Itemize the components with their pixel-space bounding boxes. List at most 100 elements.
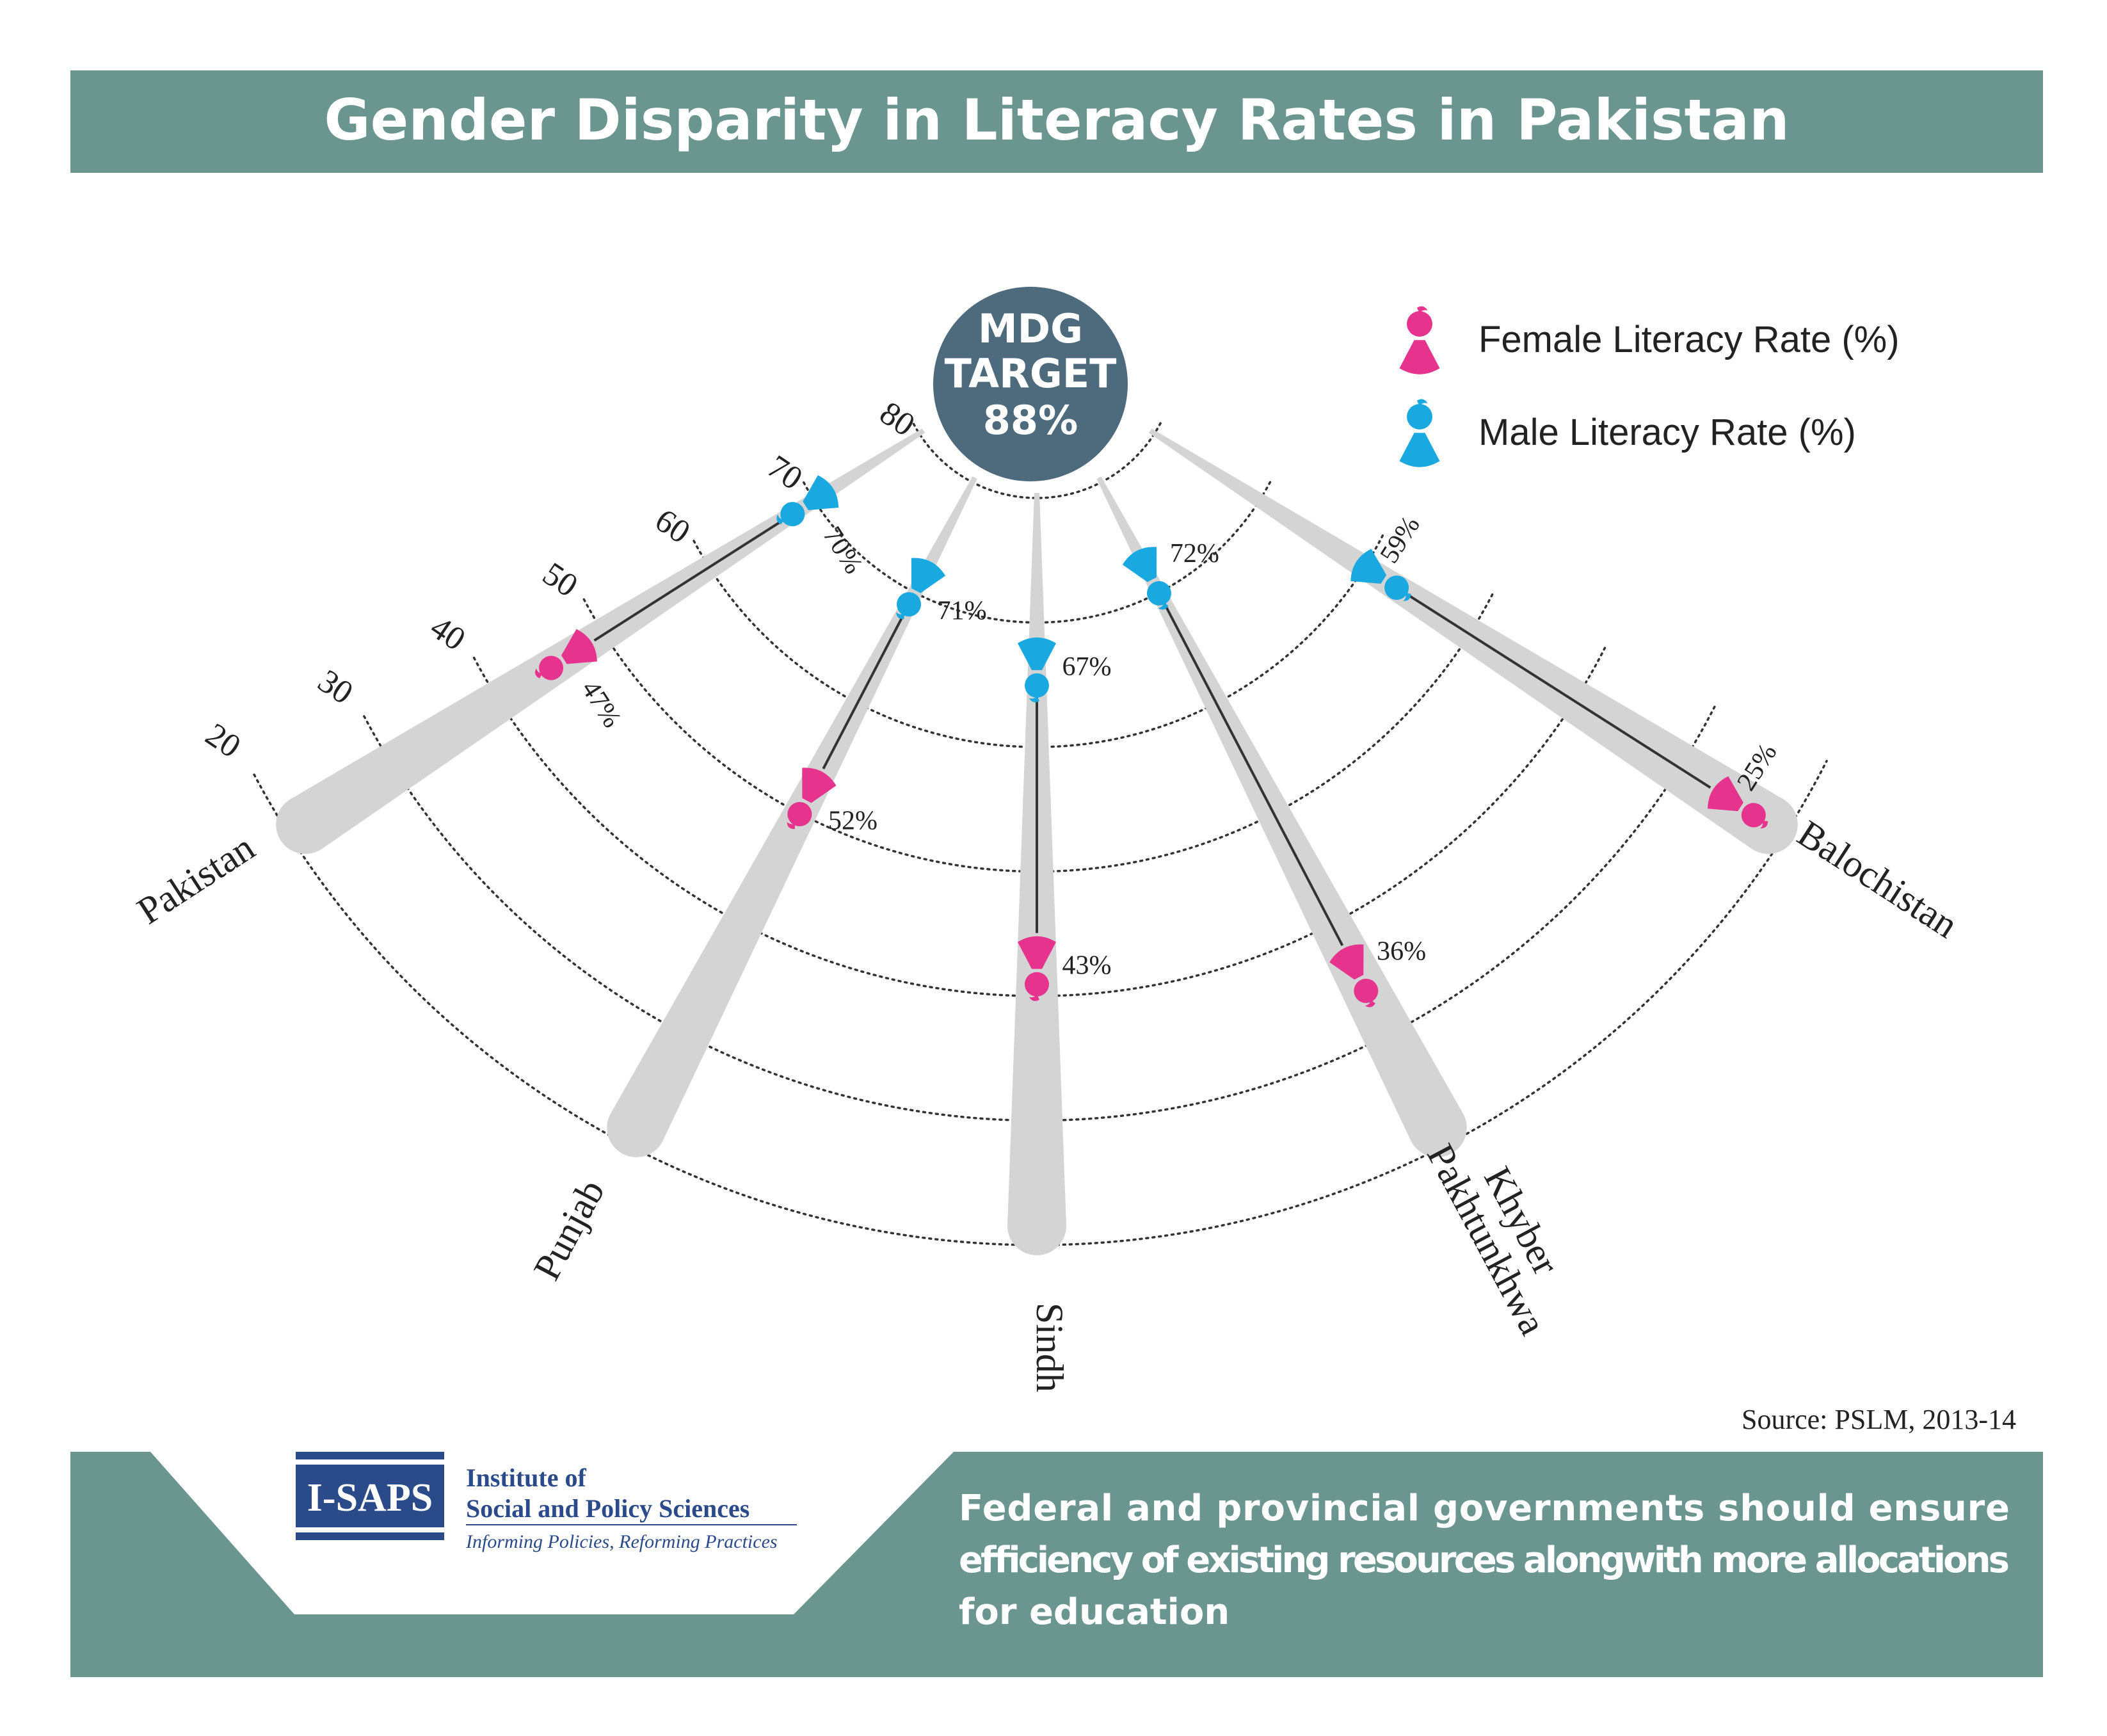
source-note: Source: PSLM, 2013-14 (1742, 1404, 2016, 1435)
mdg-circle (933, 287, 1128, 481)
ring-arc-40 (472, 647, 1606, 997)
ring-tick-label: 60 (648, 502, 696, 551)
logo-acronym: I-SAPS (307, 1476, 433, 1520)
message-line3: for education (959, 1591, 1230, 1633)
spoke-bar-end (1007, 1196, 1066, 1255)
gender-gap-line (1160, 598, 1344, 946)
female-marker-icon-head (787, 801, 812, 826)
region-name-line: Balochistan (1790, 812, 1966, 947)
spoke-bar (289, 428, 925, 849)
male-marker-icon-hair (896, 612, 904, 620)
male-marker-icon-hair (1029, 695, 1039, 703)
region-name-label: Balochistan (1790, 812, 1966, 947)
female-marker-icon-head (1025, 972, 1049, 997)
male-marker-icon-hair (1158, 602, 1169, 610)
logo-name-line1: Institute of (466, 1463, 586, 1492)
female-marker-icon-head (1354, 978, 1379, 1003)
female-marker-icon-body (561, 629, 597, 664)
female-value-label: 47% (575, 675, 627, 733)
female-marker-icon-head (1741, 803, 1766, 828)
male-marker-icon-head (897, 592, 922, 617)
region-spoke-punjab: 71% 52% Punjab (525, 476, 987, 1287)
male-value-label: 70% (817, 522, 868, 579)
mdg-line1: MDG (978, 305, 1083, 352)
male-marker-icon (1122, 547, 1171, 610)
mdg-line2: TARGET (945, 350, 1117, 397)
page-title: Gender Disparity in Literacy Rates in Pa… (324, 87, 1789, 153)
spoke-bar (1096, 476, 1464, 1142)
legend-male-figure (1399, 399, 1440, 467)
region-spoke-balochistan: 59%25%Balochistan (1148, 428, 1966, 947)
legend-male-label: Male Literacy Rate (%) (1478, 412, 1856, 453)
female-marker-icon-body (1708, 776, 1743, 812)
male-value-label: 67% (1062, 652, 1112, 682)
ring-tick-label: 30 (312, 663, 360, 711)
logo-tagline: Informing Policies, Reforming Practices (465, 1531, 778, 1552)
female-marker-icon (1329, 944, 1379, 1008)
male-marker-icon-head (1384, 575, 1409, 600)
female-marker-icon-hair (1760, 820, 1768, 829)
message-line1: Federal and provincial governments shoul… (959, 1488, 2010, 1529)
region-spoke-khyber-pakhtunkhwa: 72% 36% KhyberPakhtunkhwa (1096, 476, 1589, 1342)
male-marker-icon-head (1146, 581, 1171, 606)
footer-banner: I-SAPS Institute of Social and Policy Sc… (70, 1452, 2043, 1677)
region-name-label: Sindh (1029, 1303, 1071, 1392)
region-name-label: Pakistan (130, 826, 262, 932)
male-marker-icon-body (1018, 637, 1056, 670)
message-line2: efficiency of existing resources alongwi… (959, 1539, 2010, 1581)
logo-box (296, 1465, 444, 1527)
radial-chart: 2030405060708070%47%Pakistan71%52%Punjab… (130, 395, 1966, 1392)
female-marker-icon-hair (1365, 1000, 1375, 1008)
male-marker-icon (776, 475, 839, 527)
mdg-line3: 88% (983, 397, 1078, 444)
region-name-label: KhyberPakhtunkhwa (1419, 1118, 1589, 1341)
region-name-line: Punjab (525, 1173, 613, 1287)
gender-gap-line (822, 609, 908, 769)
female-marker-icon-head (539, 655, 564, 680)
male-marker-icon (896, 558, 946, 620)
male-marker-icon (1350, 549, 1411, 601)
male-value-label: 59% (1375, 511, 1426, 568)
title-banner (70, 70, 2043, 173)
legend-female-figure (1399, 306, 1440, 374)
male-marker-icon-body (911, 558, 946, 593)
female-marker-icon (787, 768, 837, 830)
female-value-label: 43% (1062, 951, 1112, 981)
gender-gap-line (1401, 590, 1711, 789)
male-marker-icon-body (1122, 547, 1157, 583)
logo-bottom-bar (296, 1532, 444, 1540)
female-marker-icon (535, 629, 597, 680)
legend-female-figure-hair (1416, 306, 1428, 314)
male-value-label: 72% (1170, 539, 1219, 568)
spoke-bar-end (1407, 1098, 1467, 1157)
male-marker-icon-hair (1403, 593, 1411, 601)
logo-name-line2: Social and Policy Sciences (466, 1494, 749, 1523)
male-marker-icon-hair (776, 514, 784, 525)
female-marker-icon-hair (1029, 994, 1039, 1001)
male-marker-icon-body (803, 475, 839, 510)
female-marker-icon-body (1329, 944, 1364, 980)
spoke-bar (1148, 428, 1784, 849)
legend-male-figure-body (1399, 433, 1440, 467)
spoke-bar-end (276, 795, 335, 855)
legend-female-figure-head (1407, 311, 1432, 337)
female-marker-icon-hair (535, 668, 543, 679)
male-marker-icon (1018, 637, 1056, 703)
region-name-line: Sindh (1029, 1303, 1071, 1392)
male-marker-icon-body (1350, 549, 1387, 584)
logo-top-bar (296, 1452, 444, 1459)
male-marker-icon-head (780, 502, 805, 527)
female-marker-icon-body (1018, 936, 1056, 969)
legend-female-label: Female Literacy Rate (%) (1478, 319, 1900, 360)
isaps-logo: I-SAPS Institute of Social and Policy Sc… (296, 1452, 797, 1552)
male-marker-icon-head (1025, 673, 1049, 698)
ring-tick-label: 40 (424, 609, 472, 658)
legend-female-figure-body (1399, 340, 1440, 374)
male-value-label: 71% (938, 597, 987, 626)
ring-tick-label: 70 (761, 448, 809, 497)
ring-arc-80 (912, 421, 1162, 499)
legend: Female Literacy Rate (%) Male Literacy R… (1399, 306, 1900, 467)
female-marker-icon (1018, 936, 1056, 1001)
legend-male-figure-head (1407, 404, 1432, 430)
